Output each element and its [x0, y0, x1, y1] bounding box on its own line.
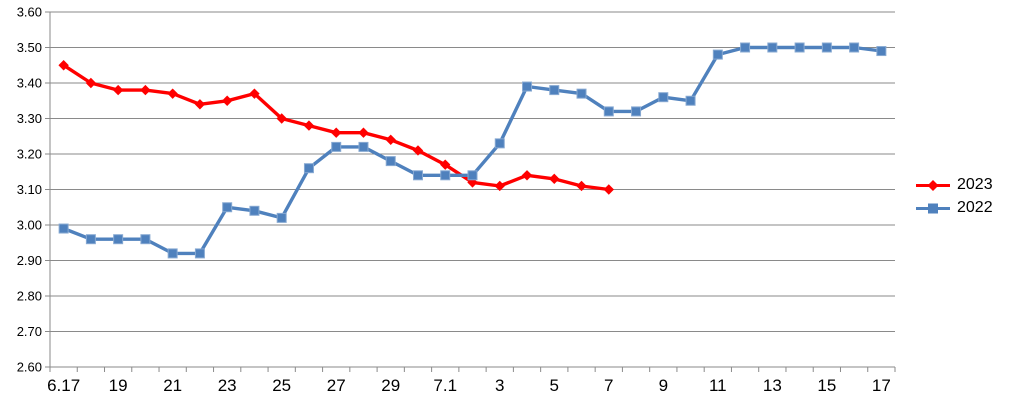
series-2023-point	[385, 134, 396, 145]
series-2023-point	[440, 159, 451, 170]
series-2022-point	[331, 141, 342, 152]
series-2022-point	[167, 248, 178, 259]
series-2022-point	[821, 42, 832, 53]
x-tick-label: 7	[604, 376, 613, 395]
series-2023-point	[140, 84, 151, 96]
series-2022-point	[113, 234, 124, 245]
series-2023-point	[112, 84, 124, 96]
series-2023-point	[603, 184, 614, 195]
series-2022-point	[85, 234, 96, 245]
x-tick-label: 6.17	[47, 376, 80, 395]
series-2022-point	[222, 202, 233, 213]
series-2023-point	[412, 145, 424, 156]
series-2023-point	[331, 127, 342, 138]
x-tick-label: 9	[659, 376, 668, 395]
series-2022-point	[631, 106, 642, 117]
series-2023-point	[303, 120, 315, 131]
chart-legend: 2023 2022	[916, 177, 993, 216]
y-tick-label: 2.80	[17, 289, 42, 304]
series-2022-point	[58, 223, 69, 234]
series-2022-point	[249, 205, 260, 216]
legend-marker-2022-icon	[916, 203, 950, 213]
series-2023-point	[494, 180, 505, 192]
y-tick-label: 3.40	[17, 76, 42, 91]
legend-label-2023: 2023	[957, 176, 993, 193]
series-2022-point	[876, 46, 887, 57]
series-2023-point	[549, 173, 560, 185]
series-2023-point	[576, 180, 587, 192]
x-tick-label: 17	[872, 376, 891, 395]
x-tick-label: 19	[109, 376, 128, 395]
x-tick-label: 21	[163, 376, 182, 395]
legend-label-2022: 2022	[957, 199, 993, 216]
series-2022-point	[794, 42, 805, 53]
x-tick-label: 5	[550, 376, 559, 395]
series-2022-point	[603, 106, 614, 117]
x-tick-label: 25	[272, 376, 291, 395]
series-2022-point	[440, 170, 451, 181]
x-tick-label: 13	[763, 376, 782, 395]
series-2022-point	[740, 42, 751, 53]
series-2022-point	[194, 248, 205, 259]
series-2022-point	[712, 49, 723, 60]
y-tick-label: 3.30	[17, 111, 42, 126]
series-2023-point	[521, 170, 533, 181]
legend-marker-2023-icon	[916, 179, 950, 191]
y-tick-label: 2.60	[17, 360, 42, 375]
y-tick-label: 3.60	[17, 5, 42, 20]
x-tick-label: 29	[381, 376, 400, 395]
y-tick-label: 3.50	[17, 40, 42, 55]
series-2022-point	[276, 212, 287, 223]
series-2022-point	[576, 88, 587, 99]
series-2023-point	[194, 99, 206, 110]
y-tick-label: 3.20	[17, 147, 42, 162]
x-tick-label: 7.1	[433, 376, 457, 395]
x-tick-label: 15	[817, 376, 836, 395]
series-2022-point	[303, 163, 314, 174]
series-2022-point	[494, 138, 505, 149]
x-tick-label: 3	[495, 376, 504, 395]
series-2022-point	[767, 42, 778, 53]
x-tick-label: 11	[709, 376, 727, 395]
legend-item-2023[interactable]: 2023	[916, 177, 993, 193]
series-2022-point	[549, 85, 560, 96]
series-2022-line	[61, 45, 884, 256]
series-2022-point	[385, 156, 396, 167]
y-tick-label: 3.10	[17, 182, 42, 197]
series-2022-point	[522, 81, 533, 92]
series-2023-point	[58, 60, 69, 71]
series-2022-point	[358, 141, 369, 152]
series-2022-point	[849, 42, 860, 53]
series-2023-point	[358, 127, 369, 138]
x-tick-label: 23	[218, 376, 237, 395]
series-2022-point	[658, 92, 669, 103]
series-2023-point	[167, 88, 178, 99]
x-tick-label: 27	[327, 376, 346, 395]
series-2022-point	[467, 170, 478, 181]
series-2023-point	[249, 88, 260, 99]
y-tick-label: 3.00	[17, 218, 42, 233]
series-2023-point	[85, 77, 97, 89]
series-2023-point	[276, 113, 287, 124]
series-2023-point	[221, 95, 233, 106]
legend-item-2022[interactable]: 2022	[916, 200, 993, 216]
series-2022-point	[412, 170, 423, 181]
series-2022-point	[685, 95, 696, 106]
series-2022-point	[140, 234, 151, 245]
y-tick-label: 2.90	[17, 253, 42, 268]
y-tick-label: 2.70	[17, 324, 42, 339]
